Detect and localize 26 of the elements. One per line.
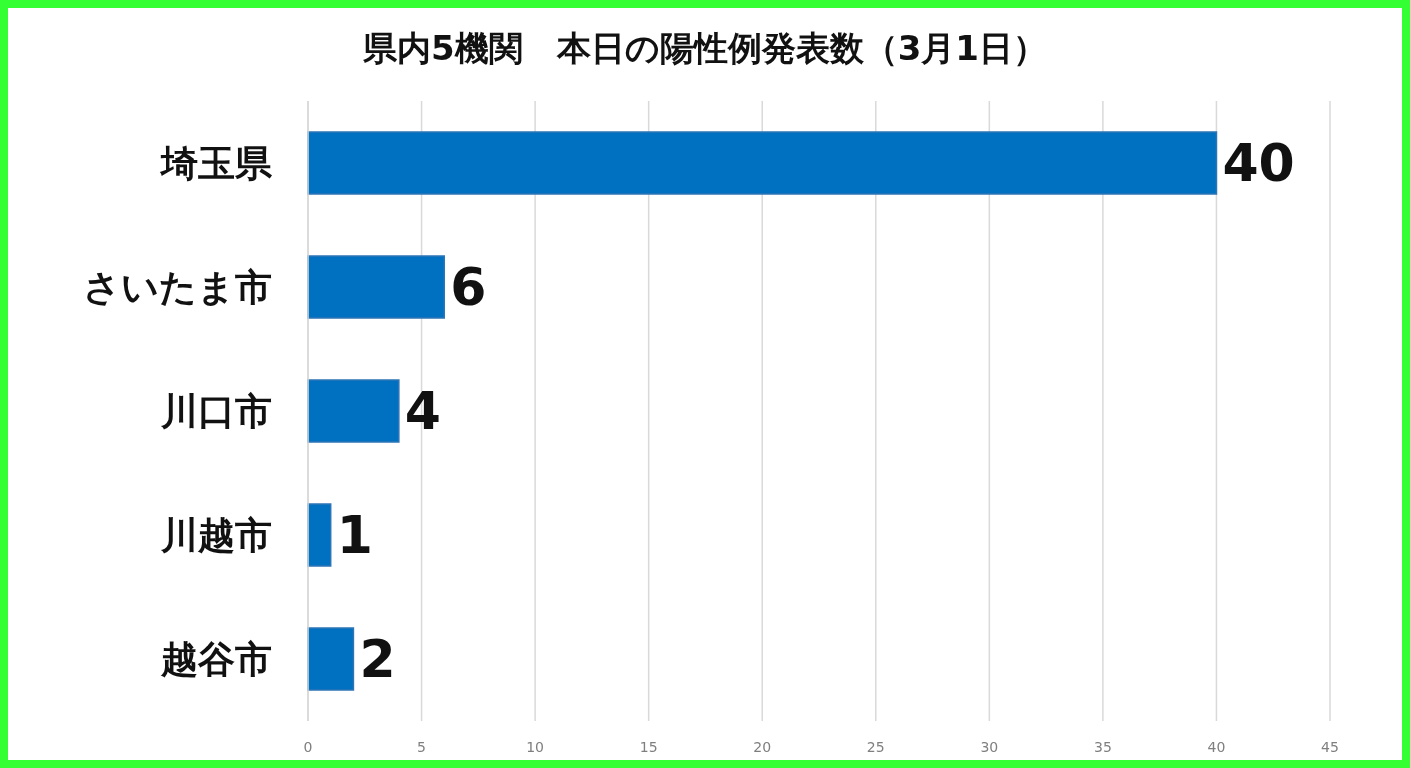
y-tick-label: 川口市 [160, 390, 272, 433]
x-tick-label: 20 [753, 739, 772, 755]
data-label: 1 [336, 505, 373, 565]
x-tick-label: 25 [866, 739, 885, 755]
data-label: 6 [450, 257, 487, 317]
bar [307, 503, 332, 567]
x-tick-label: 15 [639, 739, 658, 755]
bar [307, 131, 1218, 195]
y-tick-label: さいたま市 [83, 266, 272, 309]
x-tick-label: 5 [417, 739, 427, 755]
x-tick-label: 40 [1207, 739, 1226, 755]
y-tick-label: 川越市 [160, 514, 272, 557]
x-tick-label: 45 [1321, 739, 1339, 755]
data-label: 4 [404, 381, 442, 441]
data-label: 40 [1222, 133, 1295, 193]
x-tick-label: 35 [1093, 739, 1112, 755]
x-tick-label: 0 [303, 739, 313, 755]
x-tick-label: 10 [526, 739, 545, 755]
bar [307, 379, 400, 443]
y-tick-label: 越谷市 [160, 638, 272, 681]
data-label: 2 [359, 629, 396, 689]
bar [307, 255, 446, 319]
bar [307, 627, 355, 691]
y-tick-label: 埼玉県 [159, 142, 273, 185]
x-tick-label: 30 [980, 739, 999, 755]
chart-title: 県内5機関 本日の陽性例発表数（3月1日） [362, 28, 1047, 68]
